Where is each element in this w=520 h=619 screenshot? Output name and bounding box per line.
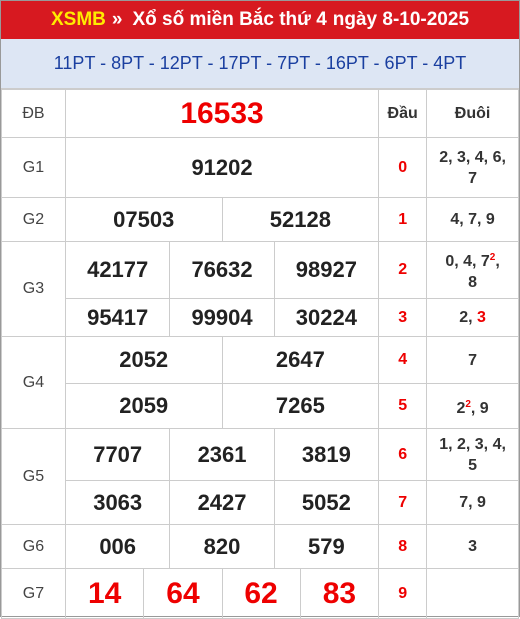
prize-g4-2: 2647 (275, 347, 325, 372)
special-prize: 16533 (64, 89, 380, 138)
prize-g6-1: 006 (65, 525, 171, 568)
duoi-5: 22, 9 (426, 383, 519, 429)
dau-7: 7 (378, 480, 428, 525)
results-table: ĐB 16533 Đầu Đuôi G1 91202 0 2, 3, 4, 6,… (1, 89, 519, 619)
dau-8: 8 (378, 524, 428, 569)
prize-g3-5: 99904 (169, 299, 275, 336)
prize-g5-2: 2361 (169, 429, 275, 480)
label-g6: G6 (1, 524, 66, 569)
duoi-8: 3 (426, 524, 519, 569)
prize-g4-4: 7265 (275, 393, 325, 418)
prize-g3-2: 76632 (169, 242, 275, 298)
duoi-3: 2, 3 (426, 298, 519, 337)
label-g7: G7 (1, 568, 66, 619)
title-separator: » (111, 9, 123, 30)
prize-g5-4: 3063 (65, 481, 171, 524)
label-g3: G3 (1, 241, 66, 337)
header-dau: Đầu (378, 89, 428, 138)
header-duoi: Đuôi (426, 89, 519, 138)
prize-g3-4: 95417 (65, 299, 171, 336)
prize-g6-2: 820 (169, 525, 275, 568)
duoi-2: 0, 4, 72, 8 (426, 241, 519, 299)
prize-g7-3: 62 (222, 569, 301, 618)
prize-g2-1: 07503 (65, 198, 223, 241)
prize-g3-1: 42177 (65, 242, 171, 298)
prize-g5-6: 5052 (301, 489, 351, 515)
label-db: ĐB (1, 89, 66, 138)
prize-g5-3: 3819 (301, 441, 351, 467)
dau-1: 1 (378, 197, 428, 242)
prize-g7-1: 14 (65, 569, 145, 618)
duoi-0: 2, 3, 4, 6, 7 (426, 137, 519, 198)
title-bar: XSMB » Xổ số miền Bắc thứ 4 ngày 8-10-20… (1, 1, 519, 39)
prize-g4-1: 2052 (65, 337, 223, 383)
dau-9: 9 (378, 568, 428, 619)
duoi-6: 1, 2, 3, 4, 5 (426, 428, 519, 481)
duoi-9 (426, 568, 519, 619)
label-g2: G2 (1, 197, 66, 242)
prize-g3-3: 98927 (295, 257, 357, 282)
dau-6: 6 (378, 428, 428, 481)
duoi-7: 7, 9 (426, 480, 519, 525)
dau-5: 5 (378, 383, 428, 429)
label-g1: G1 (1, 137, 66, 198)
dau-0: 0 (378, 137, 428, 198)
prize-g1: 91202 (64, 137, 380, 198)
label-g4: G4 (1, 336, 66, 429)
draw-date: ngày 8-10-2025 (332, 9, 470, 30)
pt-codes: 11PT - 8PT - 12PT - 17PT - 7PT - 16PT - … (1, 39, 519, 89)
brand-link[interactable]: XSMB (50, 9, 106, 30)
prize-g7-2: 64 (143, 569, 223, 618)
prize-g6-3: 579 (308, 533, 345, 559)
duoi-4: 7 (426, 336, 519, 384)
dau-2: 2 (378, 241, 428, 299)
dau-3: 3 (378, 298, 428, 337)
prize-g7-4: 83 (322, 576, 357, 610)
dau-4: 4 (378, 336, 428, 384)
page-title: Xổ số miền Bắc thứ 4 (132, 9, 327, 30)
prize-g5-1: 7707 (65, 429, 171, 480)
prize-g4-3: 2059 (65, 384, 223, 428)
prize-g5-5: 2427 (169, 481, 275, 524)
label-g5: G5 (1, 428, 66, 525)
prize-g3-6: 30224 (295, 304, 357, 330)
prize-g2-2: 52128 (269, 206, 331, 232)
duoi-1: 4, 7, 9 (426, 197, 519, 242)
